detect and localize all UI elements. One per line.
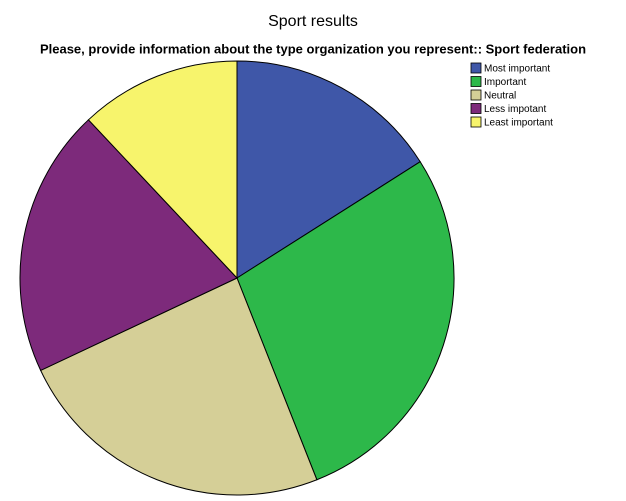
legend-swatch [470, 89, 482, 101]
legend-swatch [470, 103, 482, 114]
pie-slice [236, 161, 455, 481]
legend-label: Least important [484, 118, 553, 129]
pie-slice [87, 60, 238, 280]
chart-title: Sport results [268, 13, 358, 30]
chart-subtitle: Please, provide information about the ty… [40, 41, 586, 56]
legend-swatch [470, 62, 482, 74]
legend-swatch [470, 76, 482, 87]
pie-slice [39, 277, 318, 496]
pie-slice [236, 60, 421, 279]
legend-swatch [470, 116, 482, 128]
legend-label: Neutral [484, 91, 516, 102]
legend-label: Most important [484, 64, 550, 75]
legend-label: Less impotant [484, 104, 546, 115]
pie-slice [19, 119, 238, 372]
legend-label: Important [484, 77, 526, 88]
